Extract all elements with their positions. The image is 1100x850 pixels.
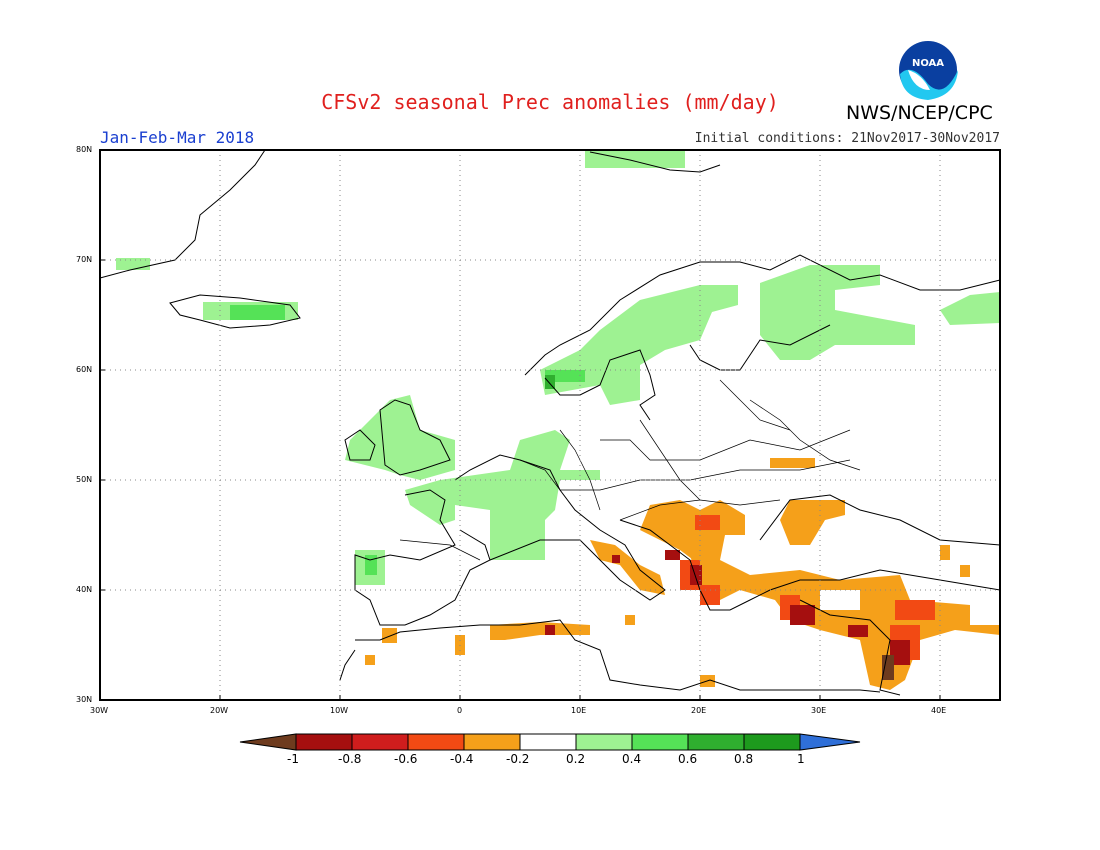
tick-marks: [100, 149, 941, 701]
lon-tick-label: 10E: [571, 706, 587, 715]
graticule: [100, 150, 1000, 700]
colorbar-swatch: [631, 733, 689, 751]
lat-tick-label: 60N: [76, 365, 93, 374]
colorbar-label: -1: [287, 752, 299, 766]
colorbar-swatch: [687, 733, 745, 751]
colorbar-swatch: [463, 733, 521, 751]
colorbar-label: 0.2: [566, 752, 586, 766]
colorbar-swatch-gt-1: [799, 733, 861, 751]
lon-tick-label: 10W: [330, 706, 349, 715]
lon-tick-label: 30E: [811, 706, 827, 715]
agency-label: NWS/NCEP/CPC: [846, 102, 993, 124]
period-label: Jan-Feb-Mar 2018: [100, 128, 255, 147]
colorbar-swatch-lt-1: [239, 733, 297, 751]
lat-tick-label: 70N: [76, 255, 93, 264]
colorbar-swatch: [575, 733, 633, 751]
lat-tick-label: 50N: [76, 475, 93, 484]
colorbar-label: -0.4: [450, 752, 474, 766]
noaa-logo: NOAA: [892, 40, 966, 106]
lon-tick-label: 20W: [210, 706, 229, 715]
colorbar-swatch: [351, 733, 409, 751]
colorbar-label: 0.8: [734, 752, 754, 766]
strong-negative-cells: [545, 550, 910, 665]
colorbar-label: -0.8: [338, 752, 362, 766]
lon-tick-label: 0: [457, 706, 463, 715]
lon-tick-label: 30W: [90, 706, 109, 715]
colorbar-label: -0.6: [394, 752, 418, 766]
colorbar-label: 1: [797, 752, 805, 766]
colorbar-swatch: [519, 733, 577, 751]
chart-title: CFSv2 seasonal Prec anomalies (mm/day): [321, 90, 779, 114]
colorbar-label: 0.6: [678, 752, 698, 766]
lon-tick-label: 40E: [931, 706, 947, 715]
colorbar-label: 0.4: [622, 752, 642, 766]
colorbar-swatch: [407, 733, 465, 751]
lat-tick-label: 80N: [76, 145, 93, 154]
extreme-negative-cells: [882, 655, 894, 680]
lat-tick-label: 30N: [76, 695, 93, 704]
strongest-positive-cells: [545, 375, 555, 389]
initial-conditions-label: Initial conditions: 21Nov2017-30Nov2017: [694, 131, 1000, 146]
lon-tick-label: 20E: [691, 706, 707, 715]
colorbar-swatch: [743, 733, 801, 751]
positive-anomaly-cells: [116, 150, 1000, 585]
colorbar-swatch: [295, 733, 353, 751]
lat-tick-label: 40N: [76, 585, 93, 594]
logo-text: NOAA: [912, 58, 944, 69]
colorbar: [239, 733, 861, 751]
colorbar-label: -0.2: [506, 752, 530, 766]
map-frame: [99, 149, 1001, 701]
